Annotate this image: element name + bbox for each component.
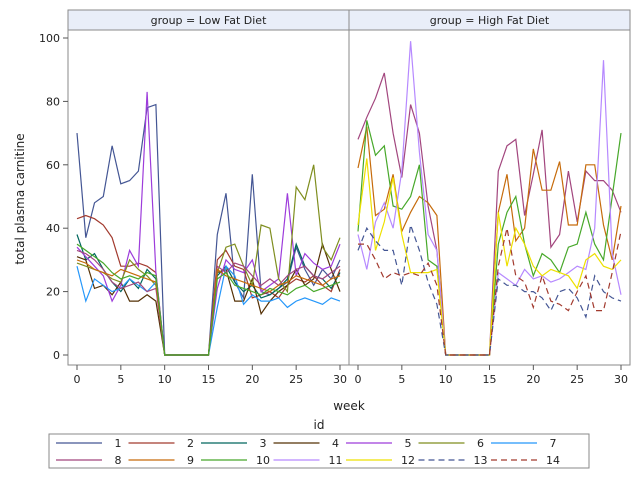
x-tick-label: 10: [158, 373, 172, 386]
x-tick-label: 30: [614, 373, 628, 386]
y-tick-label: 60: [46, 159, 60, 172]
legend-item-1: 1: [56, 437, 122, 450]
legend-item-2: 2: [128, 437, 194, 450]
panel-1: group = Low Fat Diet: [67, 9, 350, 366]
legend-label: 9: [187, 454, 194, 467]
legend-item-7: 7: [491, 437, 557, 450]
legend-item-11: 11: [273, 454, 343, 467]
legend-label: 8: [115, 454, 122, 467]
x-axis-label: week: [333, 399, 365, 413]
legend-item-3: 3: [201, 437, 267, 450]
x-tick-label: 15: [202, 373, 216, 386]
series-line-8: [357, 72, 622, 356]
x-tick-label: 5: [398, 373, 405, 386]
x-tick-label: 0: [355, 373, 362, 386]
series-line-5: [76, 91, 341, 356]
axes: 0 5 10 15 20 25 30 0 5 10 15 20 25 30 0 20 40 60 80 100: [39, 32, 628, 386]
legend-box: [48, 433, 590, 469]
panels: group = Low Fat Diet group = High Fat Die…: [67, 9, 631, 366]
legend-item-6: 6: [418, 437, 484, 450]
legend-title: id: [314, 418, 325, 432]
x-tick-label: 30: [333, 373, 347, 386]
x-tick-label: 25: [289, 373, 303, 386]
x-tick-label: 10: [439, 373, 453, 386]
series-line-13: [357, 224, 622, 356]
y-tick-label: 0: [53, 349, 60, 362]
legend-label: 13: [474, 454, 488, 467]
panel-title: group = High Fat Diet: [430, 14, 550, 27]
legend-label: 10: [256, 454, 270, 467]
y-tick-label: 80: [46, 95, 60, 108]
legend-item-9: 9: [128, 454, 194, 467]
y-axis-label: total plasma carnitine: [13, 133, 27, 264]
series-line-10: [76, 243, 341, 356]
legend-label: 4: [332, 437, 339, 450]
legend-item-4: 4: [273, 437, 339, 450]
y-tick-label: 20: [46, 286, 60, 299]
x-tick-label: 20: [245, 373, 259, 386]
legend-item-13: 13: [418, 454, 488, 467]
legend-label: 12: [401, 454, 415, 467]
legend: id1 2 3 4 5 6 78 9 10 11 12 13 14: [48, 418, 590, 469]
legend-label: 14: [546, 454, 560, 467]
legend-item-10: 10: [201, 454, 270, 467]
series-line-1: [76, 103, 341, 356]
series-line-9: [76, 259, 341, 356]
panel-2: group = High Fat Diet: [348, 9, 631, 366]
legend-item-5: 5: [346, 437, 412, 450]
legend-label: 5: [405, 437, 412, 450]
x-tick-label: 5: [117, 373, 124, 386]
panel-frame: [67, 29, 350, 366]
legend-label: 6: [477, 437, 484, 450]
legend-item-14: 14: [491, 454, 560, 467]
x-tick-label: 15: [483, 373, 497, 386]
legend-item-8: 8: [56, 454, 122, 467]
x-tick-label: 0: [74, 373, 81, 386]
legend-label: 3: [260, 437, 267, 450]
legend-label: 11: [329, 454, 343, 467]
x-tick-label: 25: [570, 373, 584, 386]
series-line-14: [358, 228, 622, 356]
y-tick-label: 40: [46, 222, 60, 235]
x-tick-label: 20: [526, 373, 540, 386]
series-line-9: [357, 126, 622, 356]
legend-label: 7: [550, 437, 557, 450]
panel-title: group = Low Fat Diet: [151, 14, 267, 27]
legend-label: 1: [115, 437, 122, 450]
series-line-7: [76, 264, 341, 356]
panel-frame: [348, 29, 631, 366]
legend-item-12: 12: [346, 454, 415, 467]
series-line-12: [357, 158, 622, 356]
y-tick-label: 100: [39, 32, 60, 45]
legend-label: 2: [187, 437, 194, 450]
